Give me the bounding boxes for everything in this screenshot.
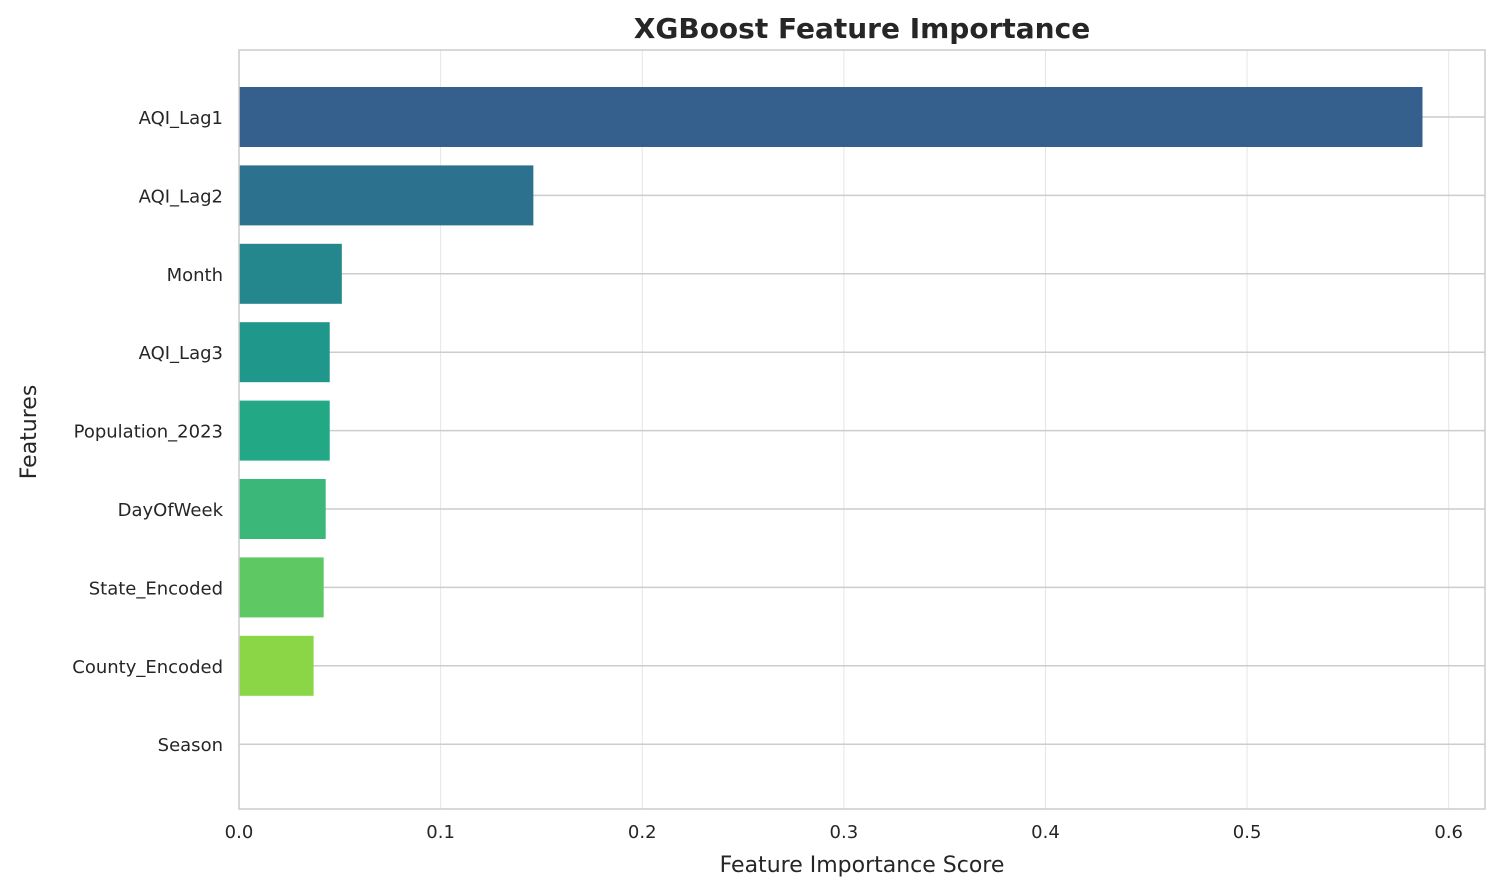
x-tick-label: 0.1: [426, 822, 455, 843]
y-tick-label: DayOfWeek: [118, 500, 224, 521]
bars: [239, 87, 1423, 696]
y-tick-label: Season: [158, 735, 223, 756]
y-tick-labels: AQI_Lag1 AQI_Lag2 Month AQI_Lag3 Population_…: [72, 108, 223, 756]
x-tick-label: 0.0: [225, 822, 254, 843]
y-tick-label: County_Encoded: [72, 657, 223, 678]
x-tick-label: 0.3: [830, 822, 859, 843]
x-axis-label: Feature Importance Score: [720, 853, 1005, 878]
x-tick-label: 0.5: [1233, 822, 1262, 843]
bar: [239, 635, 314, 696]
bar: [239, 243, 342, 304]
y-tick-label: AQI_Lag2: [139, 186, 223, 207]
grid-lines: [238, 50, 1485, 809]
y-tick-label: Month: [167, 265, 223, 286]
bar: [239, 557, 324, 618]
y-tick-label: State_Encoded: [89, 578, 223, 599]
bar: [239, 322, 330, 383]
x-tick-label: 0.6: [1434, 822, 1463, 843]
chart-title: XGBoost Feature Importance: [634, 12, 1090, 45]
plot-frame: [238, 49, 1486, 810]
y-tick-label: AQI_Lag3: [139, 343, 223, 364]
bar: [239, 400, 330, 461]
x-tick-label: 0.2: [628, 822, 657, 843]
bar: [239, 479, 326, 539]
bar: [239, 87, 1423, 147]
y-axis-label: Features: [17, 385, 42, 480]
y-tick-label: Population_2023: [74, 422, 223, 443]
x-tick-labels: 0.0 0.1 0.2 0.3 0.4 0.5 0.6: [225, 822, 1463, 843]
x-tick-label: 0.4: [1031, 822, 1060, 843]
bar: [239, 165, 534, 226]
y-tick-label: AQI_Lag1: [139, 108, 223, 129]
